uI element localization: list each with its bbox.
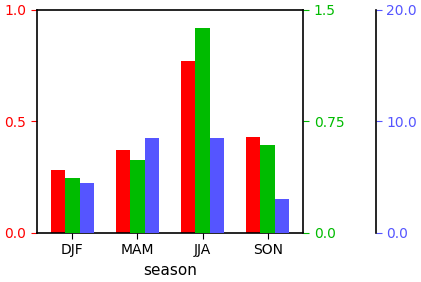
Bar <box>195 28 210 233</box>
Bar <box>210 138 224 233</box>
Bar <box>181 61 195 233</box>
Bar <box>261 145 275 233</box>
X-axis label: season: season <box>143 263 197 278</box>
Bar <box>246 137 261 233</box>
Bar <box>65 178 80 233</box>
Bar <box>131 160 145 233</box>
Bar <box>51 170 65 233</box>
Bar <box>80 183 94 233</box>
Bar <box>116 150 131 233</box>
Bar <box>145 138 159 233</box>
Bar <box>275 199 289 233</box>
